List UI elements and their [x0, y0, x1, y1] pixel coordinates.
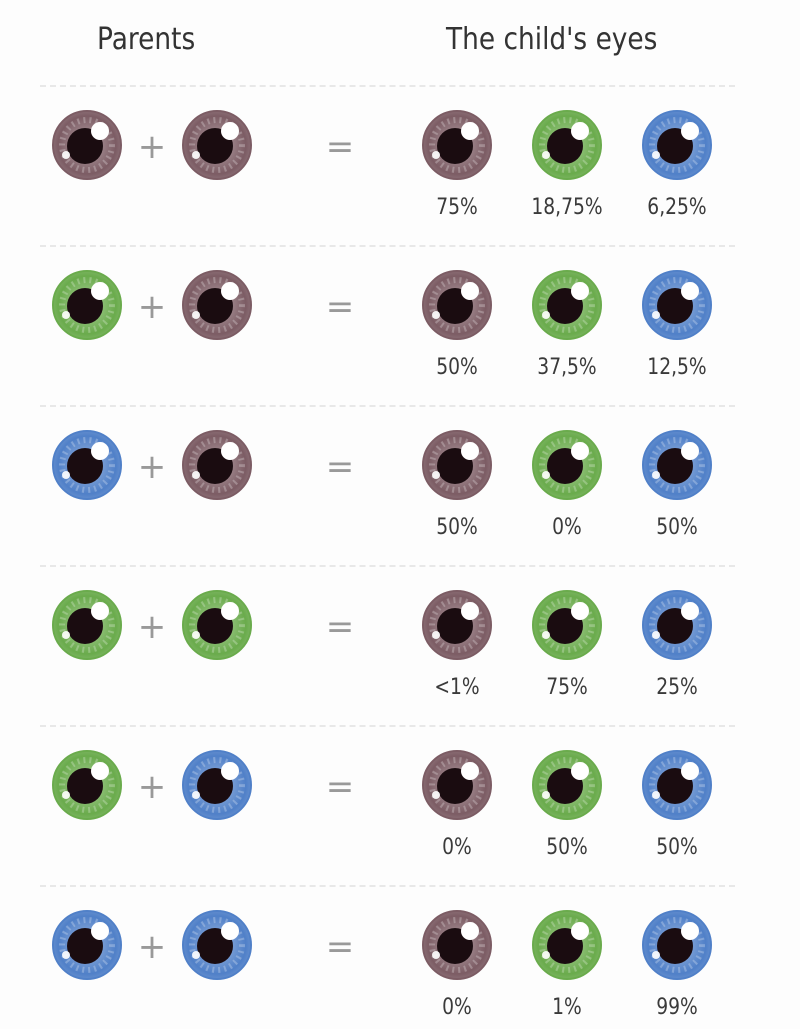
green-eye-icon — [531, 589, 603, 661]
parents-header: Parents — [97, 22, 196, 57]
brown-eye-icon — [181, 269, 253, 341]
brown-eye-icon — [421, 109, 493, 181]
child-green-percentage: 37,5% — [537, 355, 597, 380]
equals-sign: = — [325, 607, 355, 647]
green-eye-icon — [531, 429, 603, 501]
child-blue-percentage: 12,5% — [647, 355, 707, 380]
blue-eye-icon — [641, 909, 713, 981]
child-green-percentage: 0% — [552, 515, 582, 540]
row-divider — [40, 565, 735, 567]
plus-sign: + — [137, 607, 167, 647]
green-eye-icon — [531, 749, 603, 821]
child-brown-percentage: 0% — [442, 995, 472, 1020]
row-divider — [40, 725, 735, 727]
child-brown-percentage: 50% — [436, 355, 478, 380]
child-blue-percentage: 50% — [656, 515, 698, 540]
row-divider — [40, 85, 735, 87]
blue-eye-icon — [641, 109, 713, 181]
blue-eye-icon — [641, 589, 713, 661]
plus-sign: + — [137, 287, 167, 327]
green-eye-icon — [531, 109, 603, 181]
blue-eye-icon — [181, 749, 253, 821]
blue-eye-icon — [641, 269, 713, 341]
brown-eye-icon — [421, 749, 493, 821]
child-brown-percentage: 75% — [436, 195, 478, 220]
equals-sign: = — [325, 287, 355, 327]
equals-sign: = — [325, 447, 355, 487]
blue-eye-icon — [181, 909, 253, 981]
plus-sign: + — [137, 447, 167, 487]
green-eye-icon — [51, 589, 123, 661]
brown-eye-icon — [181, 429, 253, 501]
child-brown-percentage: 0% — [442, 835, 472, 860]
blue-eye-icon — [51, 909, 123, 981]
brown-eye-icon — [181, 109, 253, 181]
green-eye-icon — [531, 269, 603, 341]
child-green-percentage: 50% — [546, 835, 588, 860]
brown-eye-icon — [421, 909, 493, 981]
plus-sign: + — [137, 927, 167, 967]
child-eyes-header: The child's eyes — [446, 22, 658, 57]
blue-eye-icon — [641, 429, 713, 501]
green-eye-icon — [51, 269, 123, 341]
brown-eye-icon — [421, 429, 493, 501]
equals-sign: = — [325, 767, 355, 807]
child-blue-percentage: 6,25% — [647, 195, 707, 220]
child-blue-percentage: 99% — [656, 995, 698, 1020]
plus-sign: + — [137, 127, 167, 167]
brown-eye-icon — [421, 269, 493, 341]
brown-eye-icon — [51, 109, 123, 181]
green-eye-icon — [51, 749, 123, 821]
child-blue-percentage: 50% — [656, 835, 698, 860]
brown-eye-icon — [421, 589, 493, 661]
child-blue-percentage: 25% — [656, 675, 698, 700]
green-eye-icon — [181, 589, 253, 661]
child-green-percentage: 75% — [546, 675, 588, 700]
row-divider — [40, 405, 735, 407]
child-green-percentage: 18,75% — [531, 195, 603, 220]
equals-sign: = — [325, 127, 355, 167]
child-brown-percentage: 50% — [436, 515, 478, 540]
child-green-percentage: 1% — [552, 995, 582, 1020]
blue-eye-icon — [641, 749, 713, 821]
equals-sign: = — [325, 927, 355, 967]
row-divider — [40, 245, 735, 247]
green-eye-icon — [531, 909, 603, 981]
blue-eye-icon — [51, 429, 123, 501]
row-divider — [40, 885, 735, 887]
child-brown-percentage: <1% — [434, 675, 480, 700]
plus-sign: + — [137, 767, 167, 807]
